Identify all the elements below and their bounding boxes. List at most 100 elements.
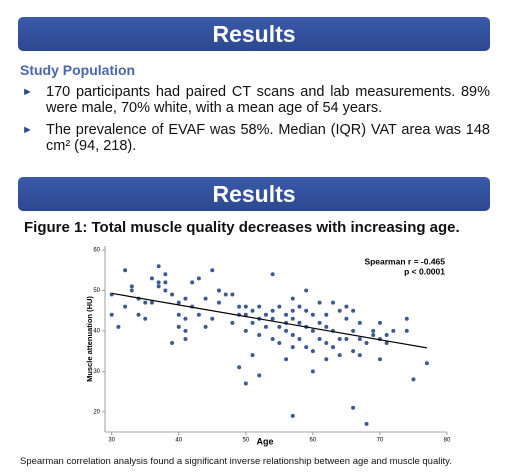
point xyxy=(183,328,188,333)
point xyxy=(371,332,376,337)
point xyxy=(297,304,302,309)
point xyxy=(176,312,181,317)
point xyxy=(377,357,382,362)
point xyxy=(331,300,335,305)
point xyxy=(263,324,268,329)
y-tick-label: 20 xyxy=(93,409,100,415)
point xyxy=(317,337,322,341)
point xyxy=(243,312,248,317)
annotation: Spearman r = -0.465 xyxy=(364,256,445,266)
point xyxy=(123,304,128,309)
point xyxy=(344,316,349,321)
x-tick-label: 60 xyxy=(310,438,317,444)
point xyxy=(116,324,121,329)
point xyxy=(257,332,262,337)
point xyxy=(304,345,309,350)
point xyxy=(156,280,161,285)
point xyxy=(149,300,154,305)
x-tick-label: 50 xyxy=(242,438,249,444)
point xyxy=(317,300,322,305)
y-tick-label: 50 xyxy=(93,288,100,294)
point xyxy=(357,353,362,358)
point xyxy=(290,296,295,301)
point xyxy=(364,341,369,346)
point xyxy=(324,324,329,329)
point xyxy=(404,328,409,333)
point xyxy=(136,312,141,317)
point xyxy=(277,324,282,329)
point xyxy=(351,308,356,313)
point xyxy=(210,316,215,321)
point xyxy=(284,328,289,333)
point xyxy=(190,280,195,285)
point xyxy=(210,268,215,273)
point xyxy=(170,292,175,297)
point xyxy=(243,328,248,333)
point xyxy=(237,304,242,309)
point xyxy=(183,337,188,341)
point xyxy=(257,373,262,378)
banner: Results xyxy=(18,177,490,211)
point xyxy=(243,304,248,309)
point xyxy=(384,341,389,346)
point xyxy=(250,320,255,325)
point xyxy=(344,304,349,309)
x-axis-label: Age xyxy=(256,436,273,446)
point xyxy=(310,369,315,374)
point xyxy=(351,349,356,354)
y-tick-label: 40 xyxy=(93,328,100,334)
point xyxy=(310,328,315,333)
point xyxy=(237,365,242,370)
point xyxy=(324,341,329,346)
point xyxy=(391,328,396,333)
point xyxy=(310,349,315,354)
point xyxy=(270,272,275,277)
annotation: p < 0.0001 xyxy=(404,266,445,276)
point xyxy=(163,280,168,285)
point xyxy=(196,312,201,317)
figure-title: Figure 1: Total muscle quality decreases… xyxy=(24,219,460,236)
point xyxy=(337,353,342,358)
point xyxy=(290,308,295,313)
point xyxy=(270,308,275,313)
point xyxy=(270,316,275,321)
point xyxy=(143,300,148,305)
point xyxy=(217,300,221,305)
point xyxy=(123,268,128,273)
point xyxy=(203,324,208,329)
point xyxy=(217,288,221,293)
point xyxy=(344,337,349,341)
point xyxy=(290,316,295,321)
point xyxy=(297,320,302,325)
chart: Age Muscle attenuation (HU) Spearman r =… xyxy=(85,246,451,446)
trend-line xyxy=(111,292,427,349)
point xyxy=(250,308,255,313)
point xyxy=(176,300,181,305)
point xyxy=(284,357,289,362)
point xyxy=(230,320,235,325)
point xyxy=(203,296,208,301)
point xyxy=(384,332,389,337)
point xyxy=(297,337,302,341)
point xyxy=(277,304,282,309)
point xyxy=(143,316,148,321)
point xyxy=(310,312,315,317)
point xyxy=(170,341,175,346)
point xyxy=(176,324,181,329)
point xyxy=(129,284,134,289)
point xyxy=(270,337,275,341)
point xyxy=(357,337,362,341)
point xyxy=(163,288,168,293)
x-tick-label: 40 xyxy=(175,438,182,444)
point xyxy=(109,312,114,317)
point xyxy=(290,413,295,418)
point xyxy=(324,312,329,317)
point xyxy=(243,381,248,386)
point xyxy=(223,292,228,297)
point xyxy=(263,312,268,317)
point xyxy=(129,288,134,293)
point xyxy=(317,320,322,325)
point xyxy=(337,337,342,341)
point xyxy=(351,328,356,333)
